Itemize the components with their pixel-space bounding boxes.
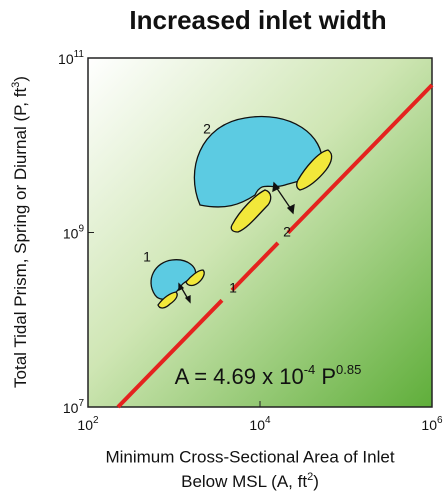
tick-base: 10 [63,400,79,416]
arrow-head [272,181,295,215]
shoal [230,189,272,233]
tick-exponent: 2 [93,415,99,426]
regression-line [116,83,434,409]
tick-base: 10 [421,417,437,433]
y-axis-label: Total Tidal Prism, Spring or Diurnal (P,… [10,76,31,388]
illustration [150,115,333,309]
x-label-exponent: 2 [307,471,313,483]
equation-text: P [315,364,336,389]
x-axis-label: Below MSL (A, ft2) [181,471,319,492]
y-label-exponent: 3 [10,82,22,88]
equation-exponent: 0.85 [336,362,361,377]
tick-base: 10 [77,417,93,433]
arrow-head [178,282,191,304]
x-label-text: ) [313,472,319,491]
tick-exponent: 9 [78,224,84,235]
x-label-text: Below MSL (A, ft [181,472,307,491]
tick-exponent: 6 [437,415,443,426]
y-tick-label: 109 [63,224,85,242]
tick-exponent: 4 [265,415,271,426]
tick-base: 10 [63,225,79,241]
x-tick-label: 102 [77,415,99,433]
equation-exponent: -4 [304,362,316,377]
shoal [157,291,178,309]
tick-exponent: 11 [74,49,85,60]
shape-label: 2 [203,121,211,137]
plot-area [87,57,433,408]
shape-label: 1 [143,249,151,265]
line-label: 2 [283,224,291,240]
y-tick-label: 107 [63,398,85,416]
x-tick-label: 106 [421,415,443,433]
tick-exponent: 7 [78,398,84,409]
y-tick-label: 1011 [58,49,84,67]
line-label: 1 [229,280,237,296]
equation: A = 4.69 x 10-4 P0.85 [175,362,362,389]
tick-base: 10 [249,417,265,433]
shoal [296,149,333,191]
tick-base: 10 [58,51,74,67]
x-tick-label: 104 [249,415,271,433]
arrow [275,186,292,210]
y-label-text: Total Tidal Prism, Spring or Diurnal (P,… [11,88,30,388]
y-label-text: ) [11,76,30,82]
x-axis-label: Minimum Cross-Sectional Area of Inlet [105,447,394,466]
equation-text: A = 4.69 x 10 [175,364,304,389]
chart-title: Increased inlet width [129,5,386,35]
shoal [185,269,205,287]
